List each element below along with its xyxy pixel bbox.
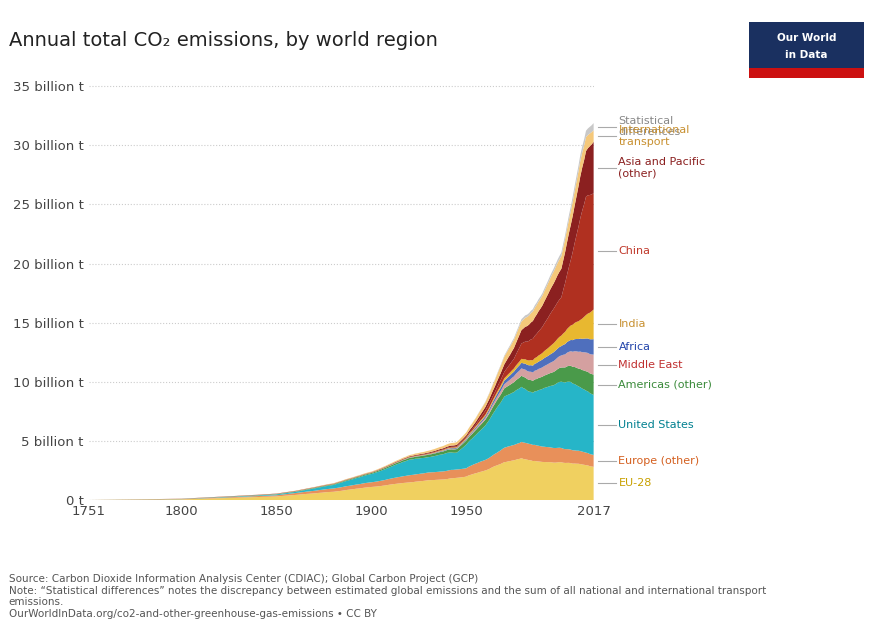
Text: in Data: in Data (785, 49, 828, 59)
Text: International
transport: International transport (618, 125, 690, 147)
Text: Middle East: Middle East (618, 359, 683, 369)
Text: Europe (other): Europe (other) (618, 456, 700, 466)
Text: Our World: Our World (776, 32, 836, 43)
Text: Annual total CO₂ emissions, by world region: Annual total CO₂ emissions, by world reg… (9, 31, 438, 50)
Text: Source: Carbon Dioxide Information Analysis Center (CDIAC); Global Carbon Projec: Source: Carbon Dioxide Information Analy… (9, 574, 766, 619)
Text: Africa: Africa (618, 342, 650, 352)
Text: Americas (other): Americas (other) (618, 380, 712, 390)
Bar (749, 68, 864, 78)
Text: India: India (618, 319, 646, 329)
Text: EU-28: EU-28 (618, 478, 652, 488)
Text: Statistical
differences: Statistical differences (618, 116, 680, 138)
Text: China: China (618, 246, 650, 256)
Text: Asia and Pacific
(other): Asia and Pacific (other) (618, 157, 705, 178)
Text: United States: United States (618, 420, 694, 430)
